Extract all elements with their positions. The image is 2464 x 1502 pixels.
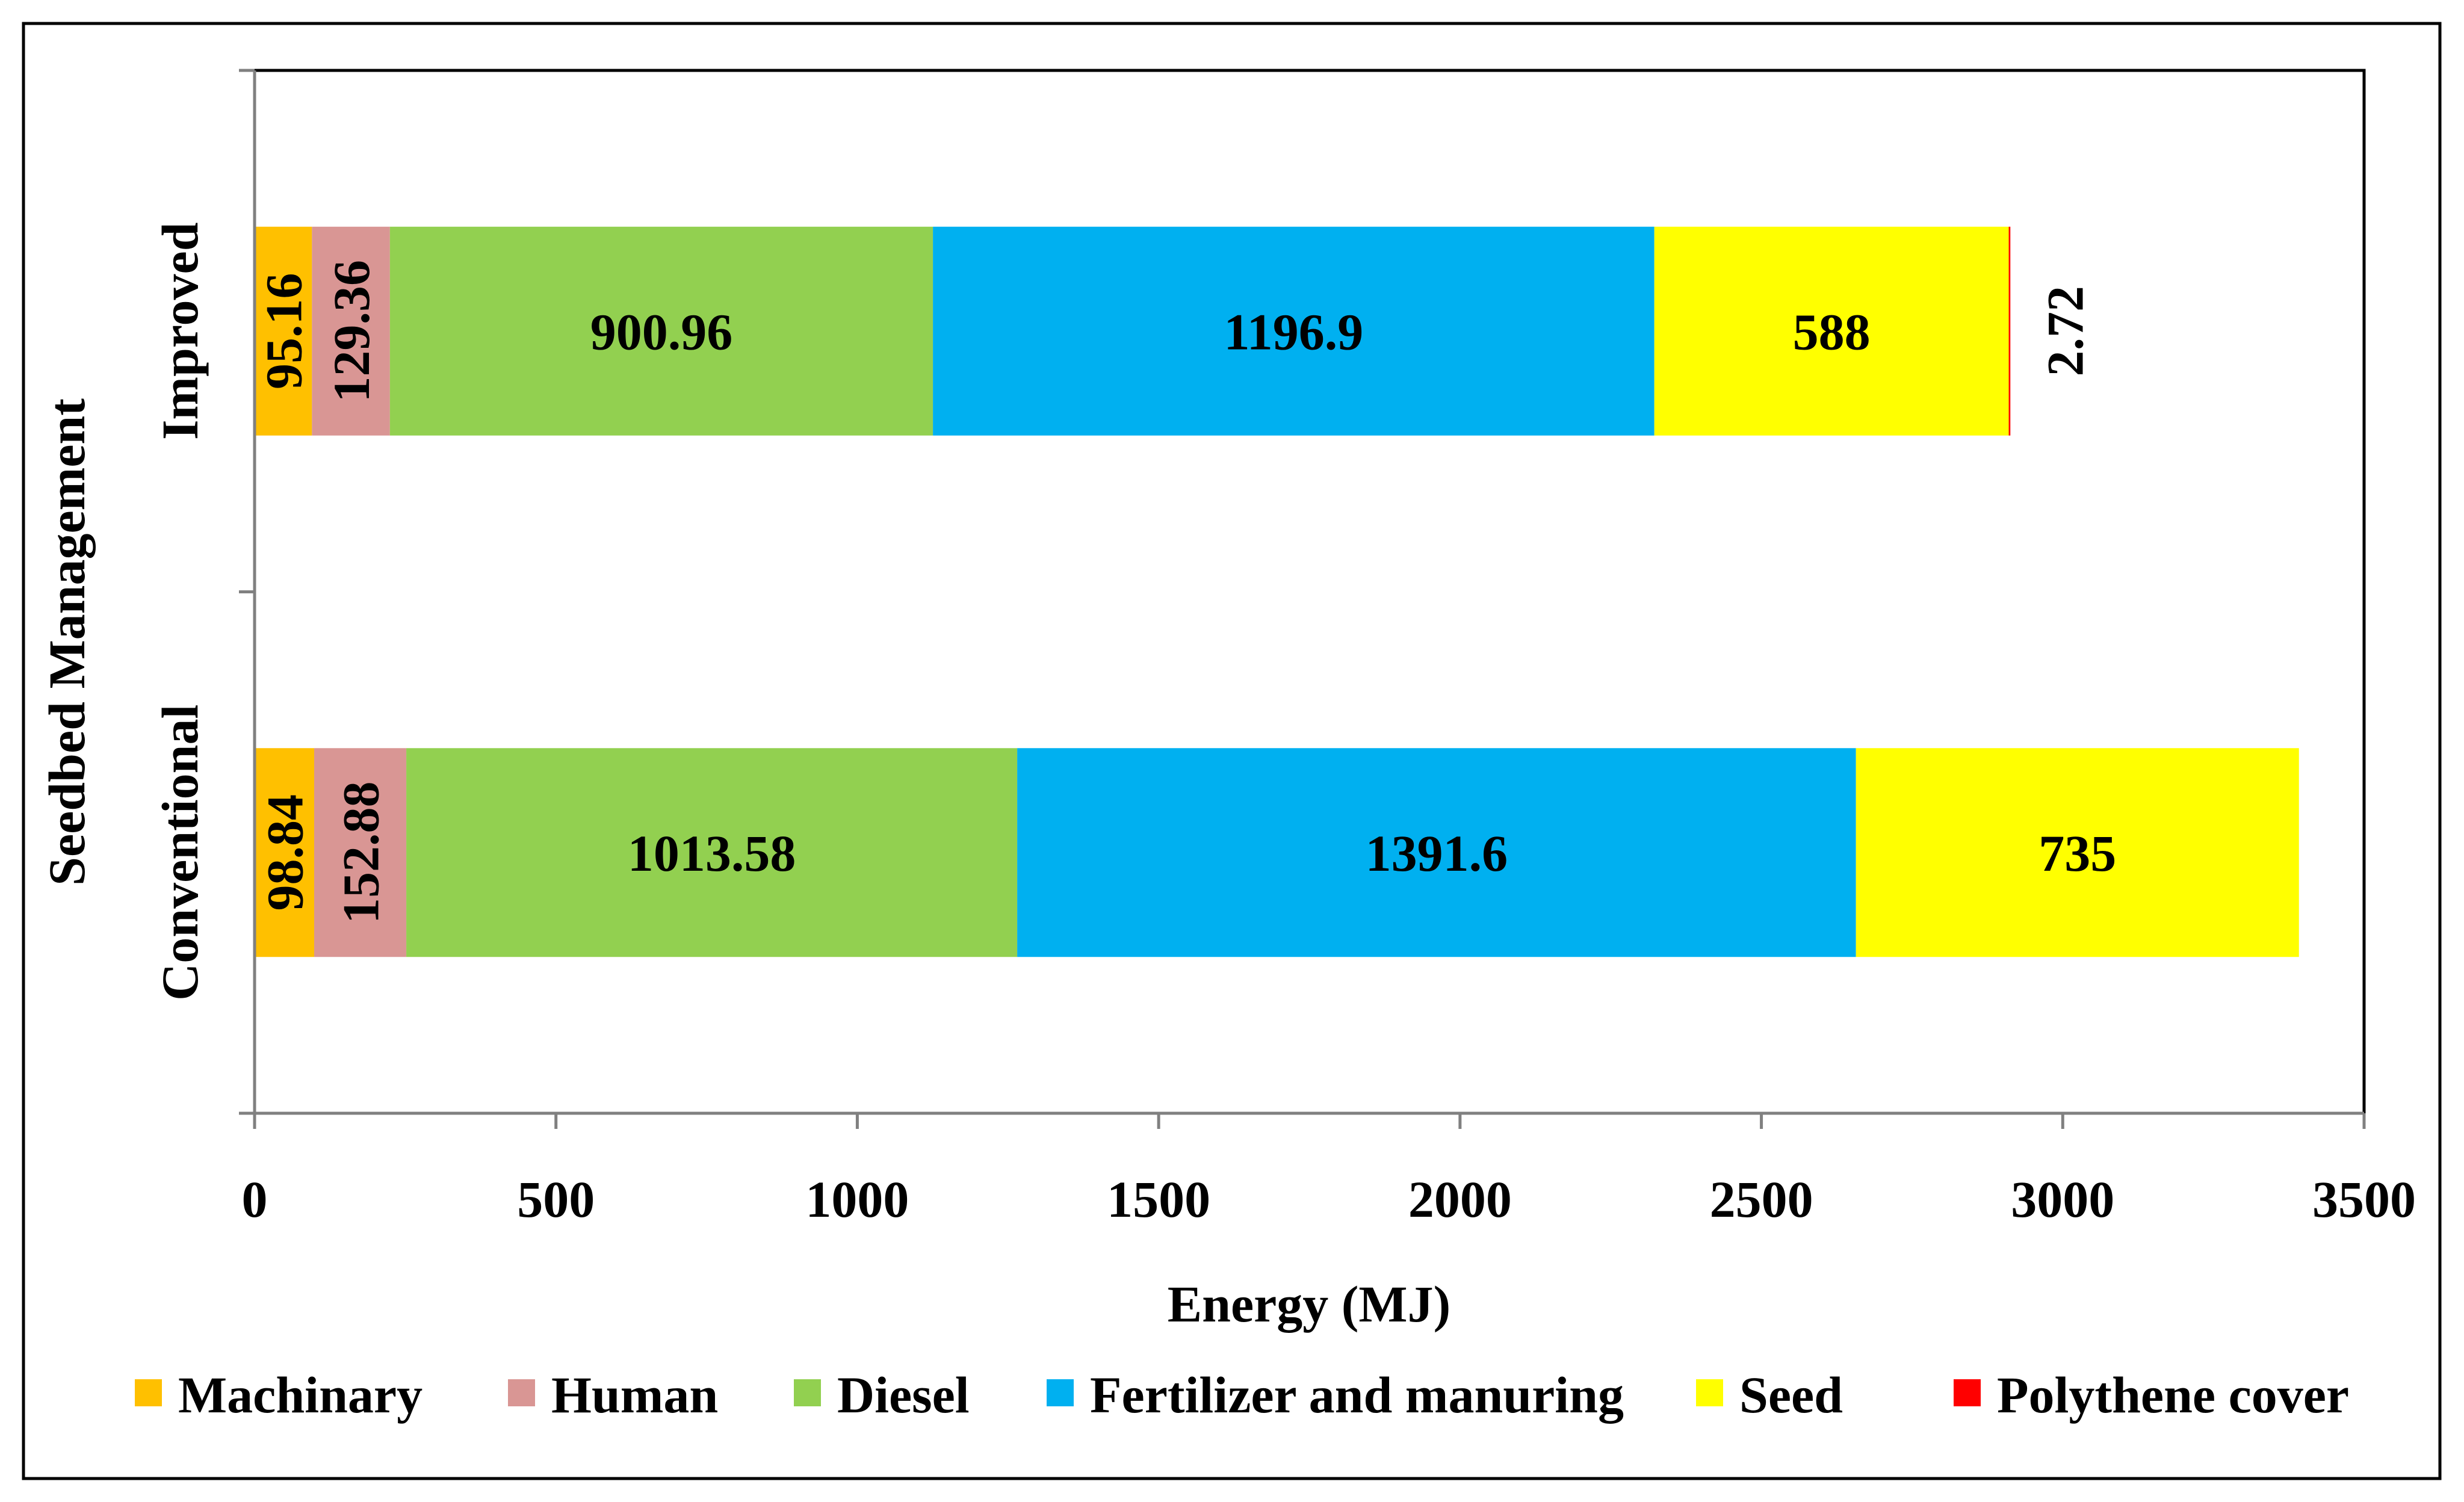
legend-swatch-human — [508, 1379, 535, 1406]
bar-segment-conventional-human — [314, 748, 407, 957]
legend-swatch-polythene-cover — [1954, 1379, 1981, 1406]
y-category-label-conventional: Conventional — [151, 705, 209, 1001]
legend-label-human: Human — [551, 1366, 718, 1424]
data-label-improved-machinary: 95.16 — [255, 273, 313, 390]
legend-swatch-machinary — [135, 1379, 162, 1406]
x-tick-label: 3000 — [2011, 1170, 2114, 1228]
data-labels-layer: 95.16 129.36 900.96 1196.9 588 2.72 98.84 152.8… — [255, 260, 2117, 924]
bar-segment-conventional-machinary — [255, 748, 314, 957]
bars-layer — [255, 226, 2299, 957]
data-label-conventional-seed: 735 — [2038, 824, 2116, 882]
y-axis-title: Seedbed Management — [38, 398, 96, 886]
data-label-conventional-human: 152.88 — [332, 782, 390, 924]
x-axis-title: Energy (MJ) — [1168, 1275, 1450, 1333]
x-tick-label: 2000 — [1408, 1170, 1512, 1228]
data-label-improved-diesel: 900.96 — [590, 303, 733, 360]
data-label-improved-fertilizer-and-manuring: 1196.9 — [1224, 303, 1364, 360]
x-tick-label: 3500 — [2312, 1170, 2416, 1228]
x-tick-label: 1500 — [1107, 1170, 1210, 1228]
bar-segment-conventional-diesel — [406, 748, 1018, 957]
bar-segment-improved-polythene-cover — [2008, 226, 2011, 436]
data-label-conventional-fertilizer-and-manuring: 1391.6 — [1366, 824, 1508, 882]
bar-segment-conventional-seed — [1856, 748, 2299, 957]
bar-segment-improved-fertilizer-and-manuring — [933, 226, 1655, 436]
legend-label-diesel: Diesel — [837, 1366, 970, 1424]
legend-swatch-seed — [1696, 1379, 1723, 1406]
y-category-label-improved: Improved — [151, 222, 209, 440]
data-label-conventional-machinary: 98.84 — [256, 794, 314, 911]
legend-label-fertilizer-and-manuring: Fertilizer and manuring — [1090, 1366, 1624, 1424]
bar-segment-improved-diesel — [389, 226, 933, 436]
bar-segment-conventional-fertilizer-and-manuring — [1017, 748, 1856, 957]
bar-segment-improved-machinary — [255, 226, 312, 436]
legend-label-machinary: Machinary — [178, 1366, 423, 1424]
x-tick-label: 1000 — [805, 1170, 909, 1228]
data-label-improved-seed: 588 — [1793, 303, 1871, 360]
data-label-improved-polythene-cover: 2.72 — [2036, 286, 2094, 377]
x-tick-label: 0 — [242, 1170, 268, 1228]
axes-layer: 0 500 1000 1500 2000 2500 3000 3500 Improved Conv… — [151, 69, 2416, 1228]
data-label-improved-human: 129.36 — [323, 260, 380, 403]
legend-label-seed: Seed — [1739, 1366, 1843, 1424]
legend-label-polythene-cover: Polythene cover — [1997, 1366, 2349, 1424]
legend-swatch-diesel — [794, 1379, 821, 1406]
x-tick-label: 500 — [517, 1170, 595, 1228]
bar-segment-improved-human — [312, 226, 390, 436]
x-tick-label: 2500 — [1710, 1170, 1813, 1228]
legend: Machinary Human Diesel Fertilizer and manur… — [135, 1366, 2349, 1424]
data-label-conventional-diesel: 1013.58 — [628, 824, 796, 882]
bar-segment-improved-seed — [1654, 226, 2009, 436]
legend-swatch-fertilizer-and-manuring — [1047, 1379, 1074, 1406]
